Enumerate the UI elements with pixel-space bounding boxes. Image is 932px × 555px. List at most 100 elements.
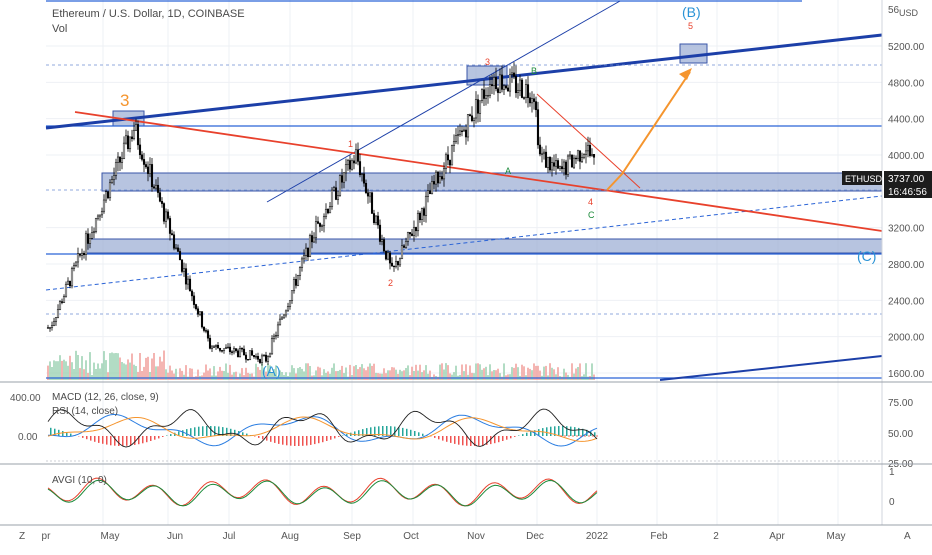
candle-body — [85, 234, 87, 255]
candle-body — [531, 99, 533, 103]
candle-body — [107, 192, 109, 198]
candle-body — [83, 253, 85, 255]
volume-bar — [573, 374, 575, 380]
volume-bar — [385, 373, 387, 380]
macd-histogram-bar — [290, 436, 292, 446]
candle-body — [375, 216, 377, 223]
candle-body — [383, 240, 385, 251]
candle-body — [145, 165, 147, 167]
time-label-8: Dec — [526, 531, 544, 542]
candle-body — [77, 254, 79, 262]
volume-bars — [47, 351, 595, 381]
macd-histogram-bar — [150, 436, 152, 441]
candle-body — [399, 259, 401, 265]
macd-histogram-bar — [186, 429, 188, 436]
price-tick-4: 3200.00 — [888, 224, 925, 235]
time-label-0: pr — [42, 531, 52, 542]
macd-histogram-bar — [282, 436, 284, 445]
avgi-pane[interactable]: AVGI (10, 0) 1 0 — [0, 464, 932, 508]
volume-bar — [173, 374, 175, 380]
volume-bar — [555, 374, 557, 380]
volume-bar — [77, 355, 79, 380]
candle-body — [67, 281, 69, 284]
macd-tick-400: 400.00 — [10, 393, 41, 404]
volume-bar — [303, 371, 305, 380]
candle-body — [263, 355, 265, 356]
candle-body — [203, 327, 205, 331]
candle-body — [147, 167, 149, 174]
candle-body — [175, 248, 177, 249]
volume-bar — [251, 374, 253, 381]
candle-body — [103, 200, 105, 211]
candle-body — [371, 193, 373, 214]
time-label-12: Apr — [769, 531, 785, 542]
macd-rsi-pane[interactable]: MACD (12, 26, close, 9) RSI (14, close) … — [0, 382, 932, 470]
candle-body — [589, 145, 591, 156]
candle-body — [527, 85, 529, 98]
candle-body — [353, 161, 355, 163]
candle-body — [555, 161, 557, 167]
price-axis[interactable]: 56 USD 5200.004800.004400.004000.003200.… — [842, 0, 932, 525]
volume-bar — [471, 373, 473, 380]
macd-histogram — [50, 426, 596, 446]
candle-body — [81, 253, 83, 255]
candle-body — [491, 85, 493, 86]
candle-body — [401, 246, 403, 259]
candle-body — [351, 161, 353, 169]
candle-body — [173, 235, 175, 248]
candle-body — [533, 99, 535, 102]
macd-histogram-bar — [494, 436, 496, 443]
candle-body — [293, 279, 295, 291]
candle-body — [119, 157, 121, 162]
candle-body — [497, 89, 499, 93]
time-label-1: May — [101, 531, 120, 542]
macd-histogram-bar — [510, 436, 512, 438]
candle-body — [429, 191, 431, 194]
grid — [46, 0, 882, 525]
macd-histogram-bar — [354, 431, 356, 436]
candle-body — [423, 209, 425, 216]
candle-body — [215, 345, 217, 347]
candle-body — [551, 163, 553, 170]
candle-body — [219, 348, 221, 350]
candle-body — [209, 338, 211, 348]
volume-bar — [105, 360, 107, 380]
macd-histogram-bar — [254, 436, 256, 437]
candle-body — [117, 157, 119, 163]
time-axis-left-button[interactable]: Z — [19, 531, 25, 542]
macd-histogram-bar — [126, 436, 128, 446]
candle-body — [267, 357, 269, 362]
candle-body — [405, 241, 407, 247]
candle-body — [307, 248, 309, 257]
macd-histogram-bar — [154, 436, 156, 440]
candle-body — [197, 309, 199, 315]
candle-body — [505, 86, 507, 88]
candle-body — [319, 223, 321, 226]
time-axis-right-button[interactable]: A — [904, 531, 911, 542]
candle-body — [569, 155, 571, 156]
candle-body — [547, 157, 549, 167]
candle-body — [177, 248, 179, 252]
volume-bar — [59, 355, 61, 380]
macd-histogram-bar — [506, 436, 508, 440]
candle-body — [329, 207, 331, 213]
macd-histogram-bar — [502, 436, 504, 441]
candle-body — [249, 351, 251, 360]
macd-histogram-bar — [274, 436, 276, 443]
candle-body — [93, 231, 95, 232]
candle-body — [357, 150, 359, 162]
candle-body — [427, 191, 429, 197]
macd-histogram-bar — [214, 426, 216, 436]
macd-histogram-bar — [334, 436, 336, 438]
wave-label-B-small: B — [531, 66, 537, 76]
candle-body — [337, 195, 339, 199]
volume-bar — [117, 353, 119, 380]
candle-body — [485, 96, 487, 99]
macd-histogram-bar — [194, 427, 196, 436]
candle-body — [489, 85, 491, 96]
candle-body — [239, 348, 241, 356]
volume-bar — [491, 371, 493, 380]
price-badge: 3737.00 — [888, 174, 925, 185]
